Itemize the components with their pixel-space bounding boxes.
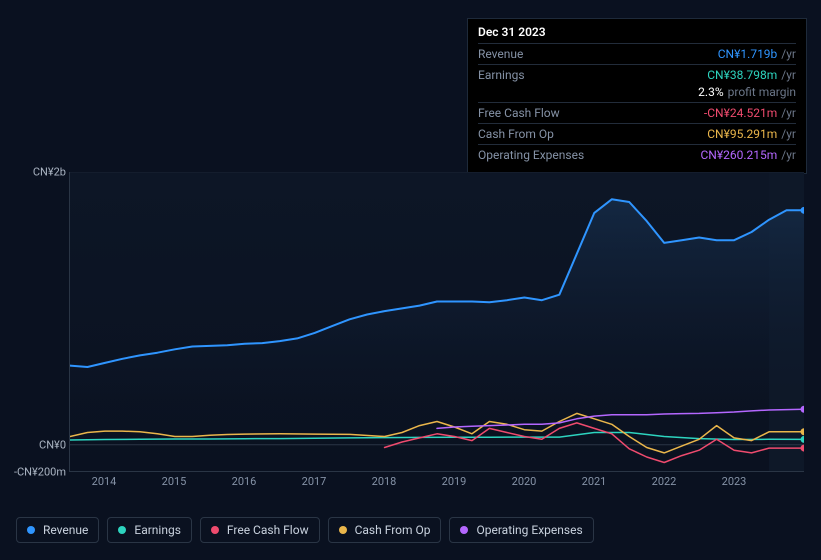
tooltip-row: Revenue CN¥1.719b/yr (478, 43, 796, 64)
tooltip-unit: /yr (781, 127, 796, 141)
x-axis-label: 2022 (652, 475, 677, 488)
legend-item[interactable]: Free Cash Flow (200, 517, 320, 543)
tooltip-label: Cash From Op (478, 127, 554, 141)
legend-item[interactable]: Earnings (107, 517, 192, 543)
legend-label: Earnings (134, 523, 181, 537)
legend-label: Operating Expenses (476, 523, 582, 537)
x-axis-label: 2023 (722, 475, 747, 488)
tooltip-unit: /yr (781, 68, 796, 82)
tooltip-label: Revenue (478, 47, 523, 61)
chart-tooltip: Dec 31 2023 Revenue CN¥1.719b/yr Earnings C… (467, 18, 807, 174)
tooltip-value: CN¥38.798m (707, 68, 777, 82)
y-axis-label: -CN¥200m (6, 466, 66, 479)
tooltip-value: CN¥95.291m (707, 127, 777, 141)
tooltip-row: 2.3% profit margin (478, 85, 796, 102)
x-axis-label: 2019 (442, 475, 467, 488)
legend-label: Free Cash Flow (227, 523, 309, 537)
tooltip-value: -CN¥24.521m (704, 106, 777, 120)
legend-dot-icon (211, 526, 219, 534)
x-axis-label: 2017 (302, 475, 327, 488)
plot-area (69, 172, 804, 472)
legend: Revenue Earnings Free Cash Flow Cash From O… (16, 517, 594, 543)
legend-label: Revenue (43, 523, 88, 537)
tooltip-value: 2.3% (698, 85, 723, 99)
tooltip-row: Earnings CN¥38.798m/yr (478, 64, 796, 85)
tooltip-value: CN¥1.719b (718, 47, 778, 61)
legend-item[interactable]: Operating Expenses (449, 517, 593, 543)
tooltip-unit: /yr (781, 47, 796, 61)
x-axis-label: 2014 (92, 475, 117, 488)
legend-item[interactable]: Revenue (16, 517, 99, 543)
tooltip-label: Free Cash Flow (478, 106, 560, 120)
financials-chart[interactable]: CN¥2bCN¥0-CN¥200m 2014201520162017201820… (16, 160, 806, 500)
y-axis-label: CN¥2b (6, 166, 66, 179)
legend-item[interactable]: Cash From Op (328, 517, 442, 543)
x-axis-label: 2016 (232, 475, 257, 488)
y-axis-label: CN¥0 (6, 438, 66, 451)
legend-dot-icon (27, 526, 35, 534)
x-axis-label: 2015 (162, 475, 187, 488)
legend-dot-icon (118, 526, 126, 534)
legend-dot-icon (460, 526, 468, 534)
tooltip-row: Cash From Op CN¥95.291m/yr (478, 123, 796, 144)
tooltip-label: Earnings (478, 68, 525, 82)
x-axis-label: 2021 (582, 475, 607, 488)
tooltip-unit: /yr (781, 106, 796, 120)
x-axis-label: 2020 (512, 475, 537, 488)
legend-label: Cash From Op (355, 523, 431, 537)
tooltip-row: Free Cash Flow -CN¥24.521m/yr (478, 102, 796, 123)
x-axis-label: 2018 (372, 475, 397, 488)
tooltip-date: Dec 31 2023 (478, 25, 796, 43)
tooltip-unit: profit margin (728, 85, 796, 99)
legend-dot-icon (339, 526, 347, 534)
